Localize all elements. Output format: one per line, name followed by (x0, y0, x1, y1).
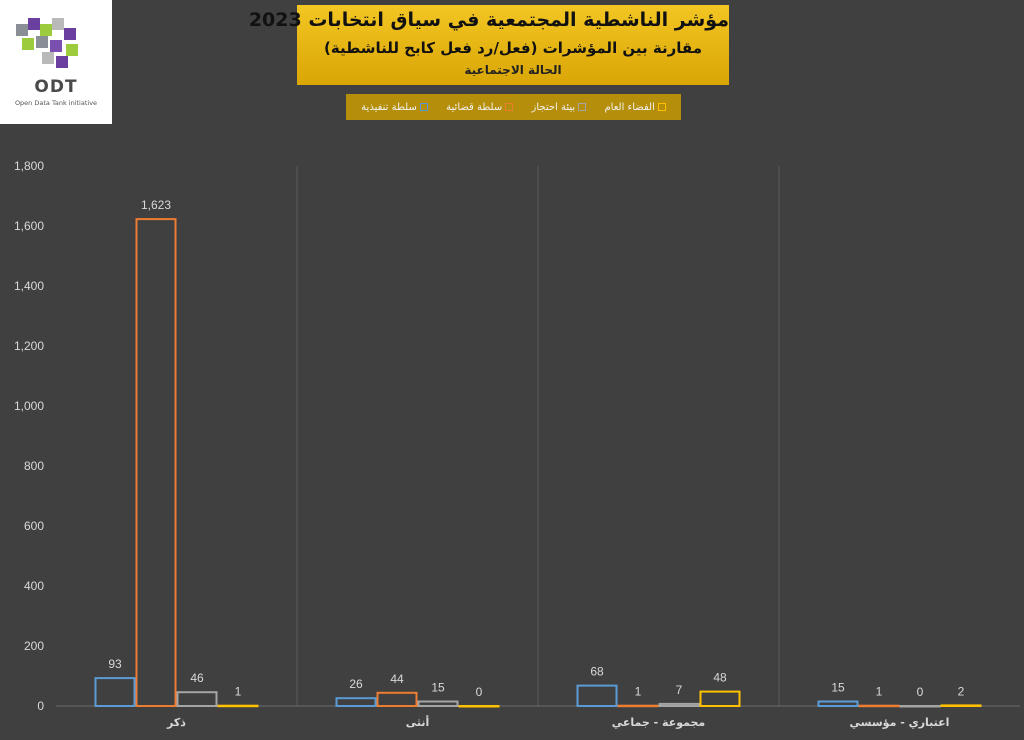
cube-logo-icon (16, 18, 78, 68)
bar (899, 705, 941, 708)
bar (217, 704, 259, 708)
bar (576, 684, 618, 707)
y-tick-label: 1,800 (14, 159, 44, 173)
legend-swatch (578, 103, 587, 111)
data-label: 93 (108, 657, 122, 671)
legend-label: بيئة احتجاز (531, 101, 576, 113)
data-label: 1 (635, 685, 642, 699)
y-tick-label: 1,200 (14, 339, 44, 353)
legend-swatch (505, 103, 514, 111)
logo-subtitle: Open Data Tank initiative (14, 99, 98, 107)
legend-swatch (419, 103, 428, 111)
bar (458, 705, 500, 708)
y-tick-label: 1,600 (14, 219, 44, 233)
category-label: اعتباري - مؤسسي (850, 716, 950, 729)
bar (335, 697, 377, 708)
title-box: مؤشر الناشطية المجتمعية في سياق انتخابات… (248, 5, 729, 85)
legend: الفضاء العام بيئة احتجاز سلطة قضائية سلطة ت… (346, 94, 681, 120)
legend-item: سلطة قضائية (446, 101, 514, 113)
bar (417, 700, 459, 707)
bar (376, 691, 418, 707)
legend-label: سلطة تنفيذية (361, 101, 417, 113)
data-label: 48 (713, 671, 727, 685)
data-label: 26 (349, 677, 363, 691)
legend-label: الفضاء العام (604, 101, 655, 113)
y-tick-label: 1,000 (14, 399, 44, 413)
data-label: 2 (958, 684, 965, 698)
data-label: 44 (390, 672, 404, 686)
bar (658, 702, 700, 708)
y-tick-label: 200 (24, 639, 44, 653)
odt-logo: ODT Open Data Tank initiative (0, 0, 112, 124)
y-tick-label: 400 (24, 579, 44, 593)
bar (940, 704, 982, 708)
bar (94, 677, 136, 707)
data-label: 1 (876, 685, 883, 699)
bar (617, 704, 659, 708)
data-label: 1,623 (141, 198, 171, 212)
legend-item: سلطة تنفيذية (361, 102, 428, 113)
bar (176, 691, 218, 708)
data-label: 15 (831, 681, 845, 695)
data-label: 0 (476, 685, 483, 699)
y-tick-label: 1,400 (14, 279, 44, 293)
category-label: أنثى (406, 715, 430, 729)
chart-title: مؤشر الناشطية المجتمعية في سياق انتخابات… (248, 9, 729, 31)
legend-item: الفضاء العام (604, 101, 666, 113)
legend-item: بيئة احتجاز (532, 102, 587, 113)
legend-label: سلطة قضائية (446, 101, 503, 113)
legend-swatch (657, 103, 666, 111)
data-label: 46 (190, 671, 204, 685)
y-tick-label: 800 (24, 459, 44, 473)
bar (817, 700, 859, 707)
chart-subtitle: مقارنة بين المؤشرات (فعل/رد فعل كابح للن… (324, 39, 702, 57)
data-label: 0 (917, 685, 924, 699)
data-label: 15 (431, 681, 445, 695)
bar (699, 690, 741, 707)
bar (135, 218, 177, 707)
data-label: 1 (235, 685, 242, 699)
category-label: ذكر (166, 716, 186, 729)
data-label: 68 (590, 665, 604, 679)
data-label: 7 (676, 683, 683, 697)
bar (858, 704, 900, 708)
y-tick-label: 600 (24, 519, 44, 533)
y-tick-label: 0 (37, 699, 44, 713)
category-label: مجموعة - جماعي (612, 716, 706, 729)
chart-subtitle-secondary: الحالة الاجتماعية (464, 63, 562, 77)
logo-text: ODT (34, 77, 78, 97)
